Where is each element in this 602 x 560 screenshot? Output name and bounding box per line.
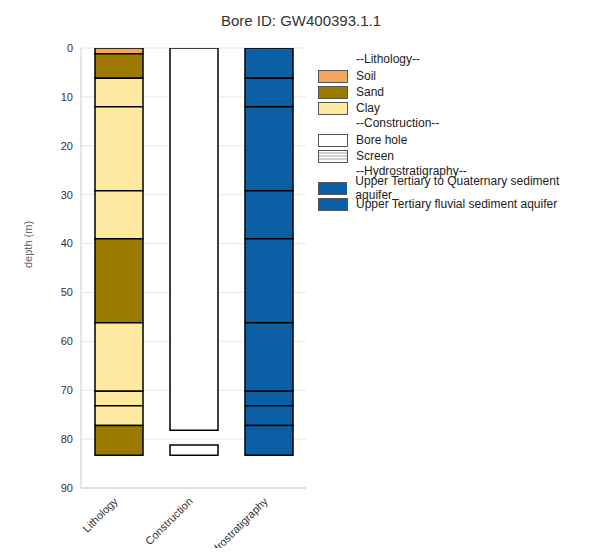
html-text:--Construction--: --Construction--: [356, 116, 440, 130]
svg-text:Construction: Construction: [143, 495, 195, 547]
html-text:Screen: Screen: [356, 149, 394, 163]
svg-text:80: 80: [61, 433, 73, 445]
html-text:Bore ID: GW400393.1.1: Bore ID: GW400393.1.1: [221, 12, 381, 29]
html-text:--Lithology--: --Lithology--: [356, 52, 420, 66]
svg-text:depth (m): depth (m): [22, 221, 34, 268]
svg-text:60: 60: [61, 335, 73, 347]
svg-text:0: 0: [67, 42, 73, 54]
svg-text:Lithology: Lithology: [80, 495, 120, 535]
html-text:--Hydrostratigraphy--: --Hydrostratigraphy--: [356, 164, 467, 178]
svg-text:70: 70: [61, 384, 73, 396]
html-text:Soil: Soil: [356, 69, 376, 83]
svg-text:Hydrostratigraphy: Hydrostratigraphy: [200, 495, 270, 548]
html-text:Clay: Clay: [356, 101, 380, 115]
html-text:Bore hole: Bore hole: [356, 133, 408, 147]
html-text:Sand: Sand: [356, 85, 384, 99]
html-text:Upper Tertiary fluvial sedimen: Upper Tertiary fluvial sediment aquifer: [356, 197, 558, 211]
svg-text:20: 20: [61, 140, 73, 152]
svg-text:10: 10: [61, 91, 73, 103]
svg-text:50: 50: [61, 286, 73, 298]
svg-text:30: 30: [61, 189, 73, 201]
html-text:Upper Tertiary to Quaternary s: Upper Tertiary to Quaternary sediment aq…: [355, 174, 560, 202]
svg-text:90: 90: [61, 482, 73, 494]
svg-text:40: 40: [61, 237, 73, 249]
